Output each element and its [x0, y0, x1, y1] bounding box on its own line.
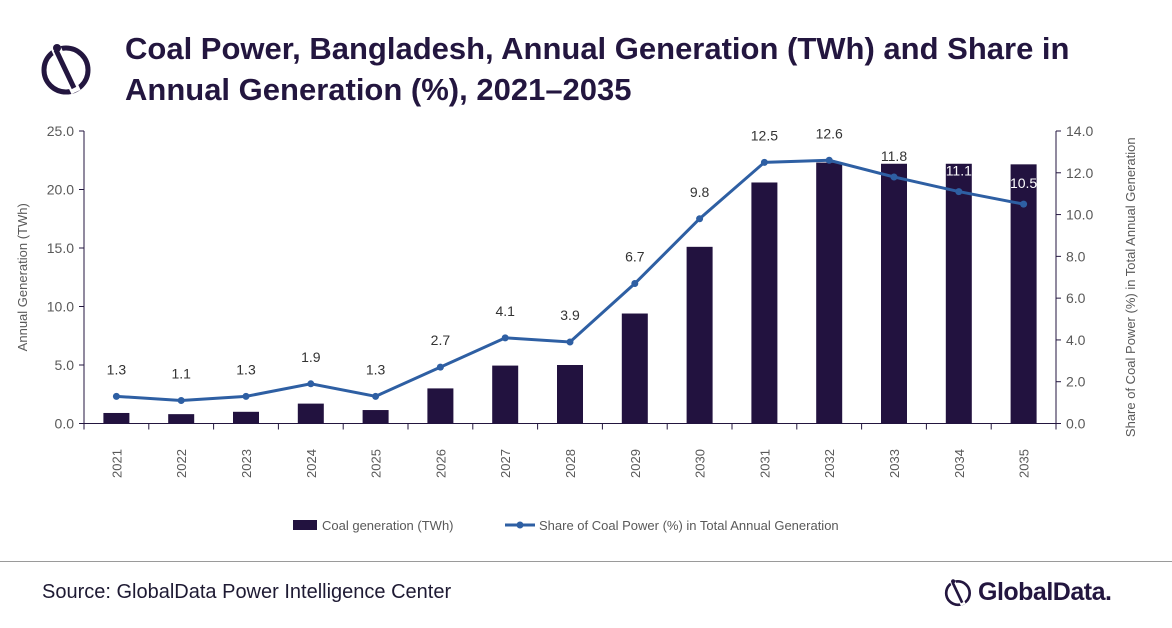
right-tick-label: 2.0: [1066, 374, 1086, 390]
share-data-label: 12.5: [751, 127, 778, 143]
chart-title: Coal Power, Bangladesh, Annual Generatio…: [125, 31, 1070, 107]
bar-2030: [686, 246, 713, 424]
x-tick-label: 2035: [1017, 449, 1032, 478]
share-point-2032: [825, 156, 833, 164]
bar-2032: [816, 162, 843, 424]
left-tick-label: 20.0: [47, 182, 74, 198]
share-point-2022: [177, 397, 185, 405]
share-point-2025: [372, 392, 380, 400]
brand-name: GlobalData.: [978, 577, 1112, 606]
share-point-2024: [307, 380, 315, 388]
share-point-2023: [242, 392, 250, 400]
left-tick-label: 15.0: [47, 240, 74, 256]
share-point-2026: [436, 363, 444, 371]
footer-divider: [0, 561, 1172, 562]
bar-2022: [168, 414, 195, 424]
share-point-2034: [955, 188, 963, 196]
x-tick-label: 2028: [563, 449, 578, 478]
legend-line-label: Share of Coal Power (%) in Total Annual …: [539, 518, 839, 533]
legend-bar-label: Coal generation (TWh): [322, 518, 454, 533]
x-tick-label: 2025: [369, 449, 384, 478]
bar-2033: [881, 163, 907, 424]
right-tick-label: 8.0: [1066, 248, 1086, 264]
legend-bar-swatch: [293, 520, 317, 530]
share-data-label: 1.3: [107, 361, 127, 377]
chart: 0.0 5.0 10.0 15.0 20.0 25.0 0.0 2.0 4.0 6.0 8.0 10.…: [15, 123, 1138, 533]
right-tick-label: 4.0: [1066, 332, 1086, 348]
x-tick-label: 2024: [304, 449, 319, 478]
left-tick-label: 25.0: [47, 123, 74, 139]
share-point-2021: [112, 392, 120, 400]
source-note: Source: GlobalData Power Intelligence Ce…: [42, 581, 452, 603]
share-point-2033: [890, 173, 898, 181]
bar-2026: [427, 388, 454, 424]
brand-logo: GlobalData.: [944, 576, 1112, 608]
bar-2027: [492, 365, 519, 424]
bar-2028: [557, 365, 583, 424]
x-tick-label: 2027: [498, 449, 513, 478]
share-point-2029: [631, 280, 639, 288]
share-data-label: 11.8: [881, 148, 907, 164]
left-tick-label: 5.0: [55, 357, 75, 373]
share-data-label: 6.7: [625, 249, 645, 265]
x-tick-label: 2033: [887, 449, 902, 478]
x-tick-label: 2030: [693, 449, 708, 478]
x-tick-label: 2031: [757, 449, 772, 478]
bar-2025: [362, 410, 389, 424]
x-tick-label: 2032: [822, 449, 837, 478]
legend-line-marker: [516, 521, 524, 529]
share-data-label: 1.9: [301, 349, 321, 365]
bar-2031: [751, 182, 778, 424]
bar-2024: [297, 403, 324, 424]
share-data-label: 3.9: [560, 307, 580, 323]
x-tick-label: 2034: [952, 449, 967, 478]
x-tick-label: 2023: [239, 449, 254, 478]
bar-2029: [621, 313, 648, 424]
right-tick-label: 12.0: [1066, 165, 1093, 181]
share-point-2027: [501, 334, 509, 342]
x-tick-label: 2021: [109, 449, 124, 478]
share-data-label: 1.3: [366, 361, 386, 377]
share-data-label: 9.8: [690, 184, 710, 200]
x-tick-label: 2026: [433, 449, 448, 478]
share-point-2030: [696, 215, 704, 223]
left-tick-label: 0.0: [55, 416, 75, 432]
share-point-2031: [760, 158, 768, 166]
right-tick-label: 14.0: [1066, 123, 1093, 139]
right-tick-label: 10.0: [1066, 207, 1093, 223]
share-data-label: 4.1: [495, 303, 515, 319]
left-tick-label: 10.0: [47, 299, 74, 315]
right-tick-label: 0.0: [1066, 416, 1086, 432]
y2-axis-title: Share of Coal Power (%) in Total Annual …: [1123, 137, 1138, 437]
share-data-label: 12.6: [816, 125, 843, 141]
share-data-label: 1.1: [171, 366, 191, 382]
right-tick-label: 6.0: [1066, 290, 1086, 306]
share-point-2035: [1020, 200, 1028, 208]
share-data-label: 11.1: [946, 163, 972, 179]
x-tick-label: 2022: [174, 449, 189, 478]
share-data-label: 10.5: [1010, 175, 1037, 191]
bar-2034: [945, 163, 972, 424]
globaldata-logo-icon: [41, 41, 91, 95]
share-data-label: 2.7: [431, 332, 451, 348]
bar-2023: [233, 411, 259, 424]
share-data-label: 1.3: [236, 361, 256, 377]
y-axis-title: Annual Generation (TWh): [15, 203, 30, 351]
x-tick-label: 2029: [628, 449, 643, 478]
bar-2021: [103, 412, 130, 424]
globaldata-logo-icon: [944, 578, 972, 607]
share-point-2028: [566, 338, 574, 346]
